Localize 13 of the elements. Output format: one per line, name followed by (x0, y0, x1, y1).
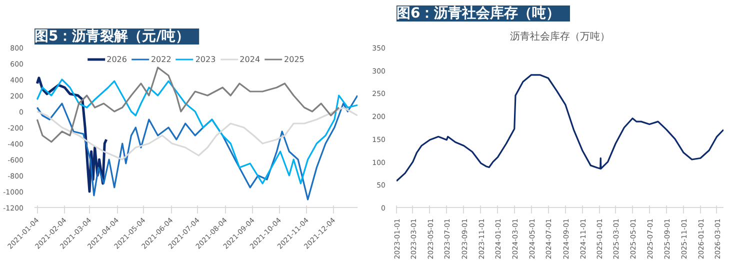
legend-label: 2022 (150, 54, 172, 64)
line-series (36, 66, 340, 143)
line-series (36, 106, 358, 160)
line-series (36, 94, 358, 200)
legend-label: 2023 (195, 54, 216, 64)
chart-title: 图5：沥青裂解（元/吨） (34, 28, 190, 44)
legend-label: 2025 (284, 54, 304, 64)
line-series (36, 78, 358, 184)
chart-title: 图6：沥青社会库存（吨） (396, 4, 560, 22)
chart-subtitle: 沥青社会库存（万吨） (510, 30, 610, 42)
line-series (396, 74, 724, 182)
legend-label: 2026 (106, 54, 127, 64)
legend-label: 2024 (240, 54, 260, 64)
